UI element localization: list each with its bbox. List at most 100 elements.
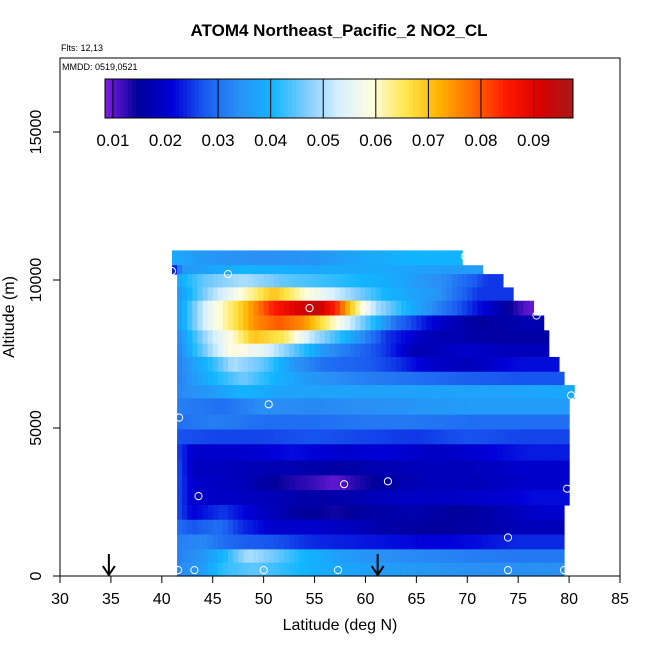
heat-cell xyxy=(416,534,423,550)
heat-cell xyxy=(441,490,448,506)
heat-cell xyxy=(467,300,473,317)
heat-cell xyxy=(263,504,270,521)
heat-cell xyxy=(406,250,412,266)
heat-cell xyxy=(370,460,377,476)
colorbar-segment xyxy=(467,79,473,118)
heat-cell xyxy=(477,385,484,399)
heat-cell xyxy=(431,414,438,431)
heat-cell xyxy=(431,444,438,462)
heat-cell xyxy=(497,562,504,577)
heat-cell xyxy=(268,562,275,577)
heat-cell xyxy=(217,250,224,266)
heat-cell xyxy=(289,250,295,266)
heat-cell xyxy=(406,519,412,536)
heat-cell xyxy=(329,371,336,386)
colorbar-segment xyxy=(257,79,262,118)
sample-point xyxy=(174,566,183,575)
heat-cell xyxy=(518,356,524,373)
heat-cell xyxy=(390,519,397,536)
heat-cell xyxy=(350,343,356,358)
heat-cell xyxy=(426,398,433,416)
heat-cell xyxy=(268,385,275,399)
heat-cell xyxy=(441,385,448,399)
date-note: MMDD: 0519,0521 xyxy=(62,62,138,72)
heat-cell xyxy=(502,549,509,564)
heat-cell xyxy=(548,371,555,386)
heat-cell xyxy=(528,444,535,462)
heat-cell xyxy=(401,490,407,506)
heat-cell xyxy=(238,287,244,302)
heat-cell xyxy=(294,371,300,386)
heat-cell xyxy=(329,490,336,506)
heat-cell xyxy=(538,504,545,521)
heat-cell xyxy=(502,385,509,399)
heat-cell xyxy=(299,414,305,431)
heat-cell xyxy=(268,265,275,275)
heat-cell xyxy=(411,398,417,416)
heat-cell xyxy=(345,414,351,431)
heat-cell xyxy=(380,315,387,331)
heat-cell xyxy=(172,250,178,266)
plot-frame xyxy=(59,57,621,577)
heat-cell xyxy=(319,371,326,386)
colorbar-segment xyxy=(264,79,270,118)
heat-cell xyxy=(345,534,351,550)
colorbar-segment xyxy=(514,79,519,118)
heat-cell xyxy=(375,504,382,521)
heat-cell xyxy=(304,414,311,431)
heat-cell xyxy=(273,265,280,275)
heat-cell xyxy=(446,287,453,302)
heat-cell xyxy=(548,549,555,564)
heat-cell xyxy=(513,330,519,345)
heat-cell xyxy=(472,444,479,462)
heat-cell xyxy=(513,414,519,431)
heat-cell xyxy=(452,519,458,536)
heat-cell xyxy=(233,475,239,491)
heat-cell xyxy=(355,504,361,521)
heat-cell xyxy=(177,274,183,288)
heat-cell xyxy=(197,398,204,416)
heat-cell xyxy=(243,371,249,386)
heat-cell xyxy=(472,371,479,386)
heat-cell xyxy=(482,414,489,431)
heat-cell xyxy=(406,534,412,550)
heat-cell xyxy=(222,475,229,491)
heat-cell xyxy=(457,287,463,302)
heat-cell xyxy=(416,385,423,399)
heat-cell xyxy=(370,330,377,345)
heat-cell xyxy=(243,343,249,358)
heat-cell xyxy=(457,398,463,416)
heat-cell xyxy=(365,549,372,564)
heat-cell xyxy=(319,274,326,288)
heat-cell xyxy=(233,414,239,431)
heat-cell xyxy=(345,385,351,399)
heat-cell xyxy=(553,504,560,521)
heat-cell xyxy=(340,562,346,577)
sample-points xyxy=(167,252,576,575)
heat-cell xyxy=(299,549,305,564)
heat-cell xyxy=(304,444,311,462)
heat-cell xyxy=(564,490,570,506)
heat-cell xyxy=(528,475,535,491)
heat-cell xyxy=(299,274,305,288)
heat-cell xyxy=(462,330,468,345)
heat-cell xyxy=(467,330,473,345)
heat-cell xyxy=(248,385,255,399)
heat-cell xyxy=(273,490,280,506)
heat-cell xyxy=(319,475,326,491)
heat-cell xyxy=(558,371,565,386)
colorbar-segment xyxy=(401,79,406,118)
heat-cell xyxy=(558,562,565,577)
heat-cell xyxy=(222,429,229,445)
colorbar-segment xyxy=(151,79,157,118)
heat-cell xyxy=(446,356,453,373)
heat-cell xyxy=(202,371,209,386)
heat-cell xyxy=(513,490,519,506)
heat-cell xyxy=(314,315,321,331)
heat-cell xyxy=(411,490,417,506)
heat-cell xyxy=(370,343,377,358)
heat-cell xyxy=(370,287,377,302)
heat-cell xyxy=(334,343,341,358)
heat-cell xyxy=(192,300,199,317)
heat-cell xyxy=(309,429,316,445)
